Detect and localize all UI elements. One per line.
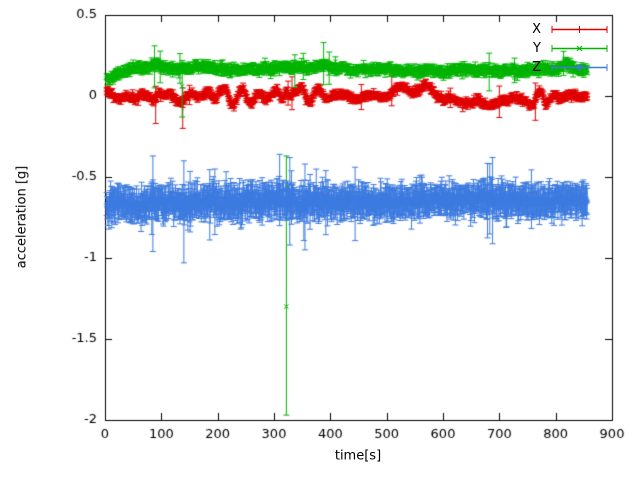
legend-entry-y: Y [532,40,608,56]
legend-sample-x [551,25,608,33]
legend-label-z: Z [532,59,541,75]
legend-entry-x: X [532,21,608,37]
x-axis-label: time[s] [334,448,382,464]
y-axis-label: acceleration [g] [14,165,30,269]
legend-label-y: Y [533,40,541,56]
legend-label-x: X [532,21,541,37]
legend-sample-z [551,63,608,71]
legend: X Y Z [532,21,608,75]
legend-sample-y [551,44,608,52]
legend-entry-z: Z [532,59,608,75]
